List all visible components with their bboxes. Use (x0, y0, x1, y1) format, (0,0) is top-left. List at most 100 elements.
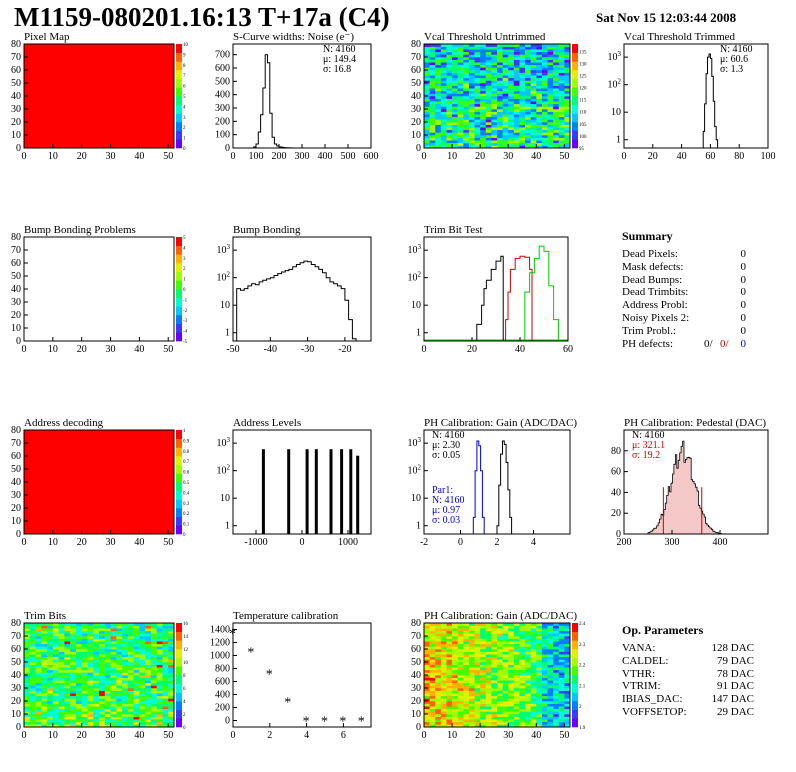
heatmap-cell (564, 623, 571, 626)
heatmap-cell (52, 685, 59, 689)
heatmap-cell (525, 62, 531, 66)
heatmap-cell (424, 88, 430, 92)
heatmap-cell (502, 724, 509, 728)
heatmap-cell (52, 682, 59, 686)
heatmap-cell (446, 101, 453, 105)
colorbar-tick-label: 0.9 (183, 439, 190, 444)
heatmap-cell (104, 656, 111, 660)
heatmap-cell (468, 656, 475, 660)
heatmap-cell (536, 90, 543, 94)
heatmap-cell (485, 85, 492, 89)
heatmap-cell (468, 59, 475, 63)
heatmap-cell (150, 623, 157, 626)
heatmap-cell (440, 111, 447, 115)
heatmap-cell (468, 142, 475, 146)
op-param-label: VTHR: (622, 667, 655, 680)
heatmap-cell (491, 77, 498, 81)
heatmap-cell (541, 721, 548, 725)
heatmap-cell (508, 651, 515, 655)
heatmap-cell (133, 623, 140, 626)
heatmap-cell (93, 628, 100, 632)
heatmap-cell (474, 651, 481, 655)
y-tick-label: 600 (215, 63, 230, 74)
heatmap-cell (156, 706, 163, 710)
heatmap-cell (81, 669, 88, 673)
plot-frame (232, 236, 372, 342)
heatmap-cell (463, 630, 470, 634)
heatmap-cell (468, 716, 475, 720)
heatmap-cell (502, 680, 509, 684)
heatmap-cell (485, 59, 492, 63)
heatmap-cell (541, 54, 548, 58)
heatmap-cell (547, 119, 554, 123)
heatmap-cell (87, 638, 94, 642)
heatmap-cell (156, 708, 163, 712)
heatmap-cell (452, 703, 458, 707)
heatmap-cell (24, 716, 31, 720)
colorbar-segment (176, 482, 182, 491)
plot-title: Pixel Map (24, 31, 70, 43)
heatmap-cell (446, 638, 453, 642)
heatmap-cell (70, 667, 77, 671)
heatmap-cell (93, 695, 100, 699)
heatmap-cell (52, 649, 59, 652)
heatmap-cell (24, 654, 31, 658)
heatmap-cell (457, 137, 464, 141)
heatmap-cell (452, 708, 458, 712)
heatmap-cell (446, 714, 453, 717)
heatmap-cell (93, 669, 100, 673)
heatmap-cell (547, 633, 554, 637)
heatmap-cell (75, 721, 82, 725)
heatmap-cell (110, 693, 117, 697)
heatmap-cell (519, 685, 526, 689)
heatmap-cell (485, 64, 492, 68)
heatmap-cell (122, 651, 129, 655)
heatmap-cell (47, 625, 54, 629)
heatmap-cell (519, 135, 526, 138)
heatmap-cell (139, 638, 146, 642)
heatmap-cell (519, 633, 526, 637)
heatmap-cell (429, 111, 436, 115)
heatmap-cell (70, 654, 77, 658)
heatmap-cell (429, 59, 436, 63)
heatmap-cell (35, 724, 42, 728)
heatmap-cell (127, 667, 134, 671)
heatmap-cell (429, 677, 436, 681)
heatmap-cell (536, 67, 543, 71)
plot-area: ***** * * * (229, 627, 365, 730)
heatmap-cell (519, 651, 526, 655)
heatmap-cell (468, 711, 475, 715)
heatmap-cell (508, 90, 515, 94)
heatmap-cell (110, 682, 117, 686)
heatmap-cell (491, 641, 498, 645)
heatmap-cell (110, 724, 117, 728)
heatmap-cell (553, 659, 560, 663)
heatmap-cell (541, 132, 548, 136)
heatmap-cell (41, 625, 48, 629)
heatmap-cell (530, 711, 537, 715)
heatmap-cell (424, 685, 430, 689)
heatmap-cell (133, 664, 140, 668)
heatmap-cell (497, 140, 503, 144)
heatmap-cell (145, 641, 152, 645)
heatmap-cell (558, 93, 565, 97)
heatmap-cell (519, 693, 526, 697)
heatmap-cell (81, 706, 88, 710)
heatmap-cell (513, 649, 520, 652)
heatmap-cell (564, 88, 571, 92)
heatmap-cell (47, 698, 54, 702)
heatmap-cell (446, 667, 453, 671)
heatmap-cell (480, 656, 487, 660)
heatmap-cell (168, 698, 175, 702)
heatmap-cell (558, 693, 565, 697)
y-tick-label: 0 (16, 336, 21, 347)
heatmap-cell (168, 651, 175, 655)
heatmap-cell (480, 101, 487, 105)
x-tick-label: 50 (163, 537, 173, 548)
heatmap-cell (446, 64, 453, 68)
heatmap-cell (99, 636, 106, 639)
heatmap-cell (474, 140, 481, 144)
heatmap-cell (435, 57, 442, 60)
heatmap-cell (41, 690, 48, 694)
heatmap-cell (547, 680, 554, 684)
